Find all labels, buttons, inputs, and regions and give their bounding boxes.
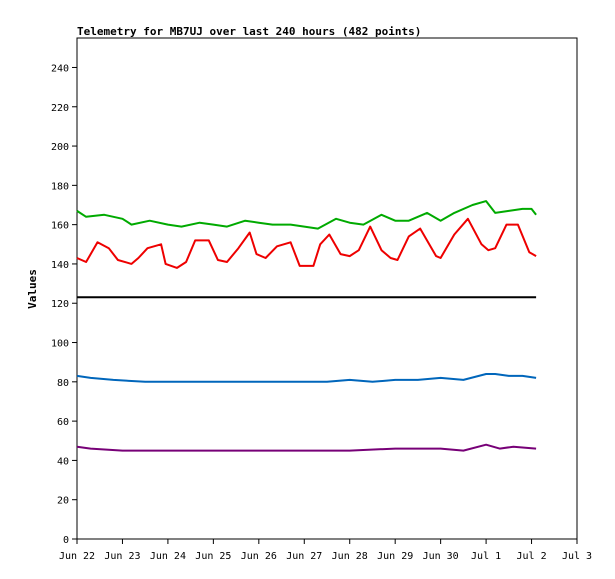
x-tick-label: Jun 26 — [241, 551, 277, 562]
series-line-4 — [76, 373, 537, 383]
series-layer — [76, 200, 537, 452]
y-tick-label: 140 — [51, 260, 69, 271]
y-axis-ticks: 0 20 40 60 80 100 120 140 160 180 200 220 240 — [51, 63, 77, 546]
y-tick-label: 120 — [51, 299, 69, 310]
x-tick-label: Jun 22 — [59, 551, 95, 562]
y-tick-label: 160 — [51, 221, 69, 232]
x-tick-label: Jul 2 — [516, 551, 546, 562]
y-tick-label: 60 — [57, 417, 69, 428]
x-tick-label: Jun 30 — [423, 551, 459, 562]
y-tick-label: 80 — [57, 378, 69, 389]
y-axis-label: Values — [26, 269, 39, 309]
x-tick-label: Jul 3 — [562, 551, 592, 562]
series-line-2 — [76, 217, 537, 269]
y-tick-label: 200 — [51, 142, 69, 153]
x-tick-label: Jun 23 — [104, 551, 140, 562]
x-tick-label: Jun 28 — [332, 551, 368, 562]
y-tick-label: 0 — [63, 535, 69, 546]
x-tick-label: Jun 29 — [377, 551, 413, 562]
y-tick-label: 20 — [57, 496, 69, 507]
x-tick-label: Jul 1 — [471, 551, 501, 562]
x-tick-label: Jun 24 — [150, 551, 186, 562]
x-tick-label: Jun 25 — [195, 551, 231, 562]
y-tick-label: 40 — [57, 456, 69, 467]
x-axis-ticks: Jun 22 Jun 23 Jun 24 Jun 25 Jun 26 Jun 27 Jun … — [59, 539, 592, 562]
y-tick-label: 100 — [51, 339, 69, 350]
y-tick-label: 180 — [51, 181, 69, 192]
y-tick-label: 240 — [51, 63, 69, 74]
plot-area — [76, 37, 578, 540]
series-line-1 — [76, 200, 537, 230]
chart-title: Telemetry for MB7UJ over last 240 hours … — [77, 25, 421, 38]
x-tick-label: Jun 27 — [286, 551, 322, 562]
series-line-5 — [76, 443, 537, 452]
y-tick-label: 220 — [51, 103, 69, 114]
